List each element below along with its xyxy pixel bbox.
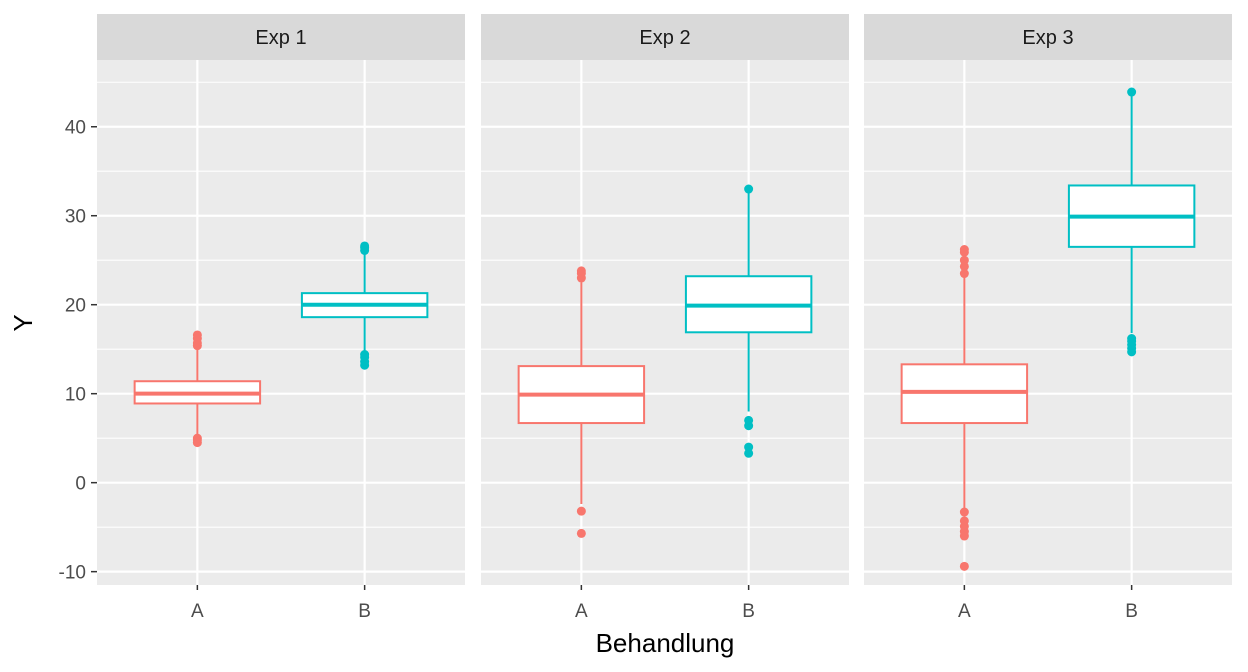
y-tick-label: 20	[65, 296, 86, 317]
y-tick-label: 10	[65, 385, 86, 406]
facet-strip-label: Exp 2	[639, 27, 690, 49]
outlier-point	[360, 350, 370, 360]
x-tick-label: B	[742, 601, 755, 622]
outlier-point	[959, 255, 969, 265]
outlier-point	[576, 528, 586, 538]
x-axis-title: Behandlung	[596, 628, 735, 658]
outlier-point	[1127, 87, 1137, 97]
facet-panels: Exp 1 A B Exp 2 A B Exp 3 A B	[97, 14, 1232, 622]
outlier-point	[744, 184, 754, 194]
y-axis-title: Y	[8, 314, 38, 331]
facet-strip	[864, 14, 1232, 60]
facet-panel: Exp 2 A B	[481, 14, 849, 622]
facet-strip-label: Exp 1	[255, 27, 306, 49]
x-tick-label: A	[191, 601, 204, 622]
outlier-point	[576, 266, 586, 276]
outlier-point	[959, 561, 969, 571]
box-A	[900, 245, 1029, 571]
box-A	[517, 266, 646, 538]
outlier-point	[192, 330, 202, 340]
outlier-point	[360, 241, 370, 251]
y-tick-label: -10	[59, 563, 86, 584]
x-tick-label: A	[575, 601, 588, 622]
outlier-point	[744, 442, 754, 452]
outlier-point	[959, 269, 969, 279]
x-tick-label: B	[1125, 601, 1138, 622]
x-tick-label: A	[958, 601, 971, 622]
outlier-point	[576, 506, 586, 516]
outlier-point	[959, 261, 969, 271]
outlier-point	[744, 415, 754, 425]
facet-strip-label: Exp 3	[1022, 27, 1073, 49]
y-tick-label: 40	[65, 118, 86, 139]
box-B	[684, 184, 813, 458]
outlier-point	[1127, 334, 1137, 344]
y-tick-label: 30	[65, 207, 86, 228]
outlier-point	[744, 448, 754, 458]
box-A	[133, 330, 262, 448]
outlier-point	[192, 433, 202, 443]
outlier-point	[959, 245, 969, 255]
panel-background	[97, 60, 465, 585]
outlier-point	[959, 507, 969, 517]
facet-panel: Exp 3 A B	[864, 14, 1232, 622]
box-B	[300, 241, 429, 370]
facet-strip	[481, 14, 849, 60]
facet-panel: Exp 1 A B	[97, 14, 465, 622]
outlier-point	[959, 516, 969, 526]
x-tick-label: B	[358, 601, 371, 622]
y-axis: -10 0 10 20 30 40	[59, 118, 97, 584]
y-tick-label: 0	[75, 474, 86, 495]
facet-strip	[97, 14, 465, 60]
panel-background	[864, 60, 1232, 585]
box-B	[1067, 87, 1196, 357]
